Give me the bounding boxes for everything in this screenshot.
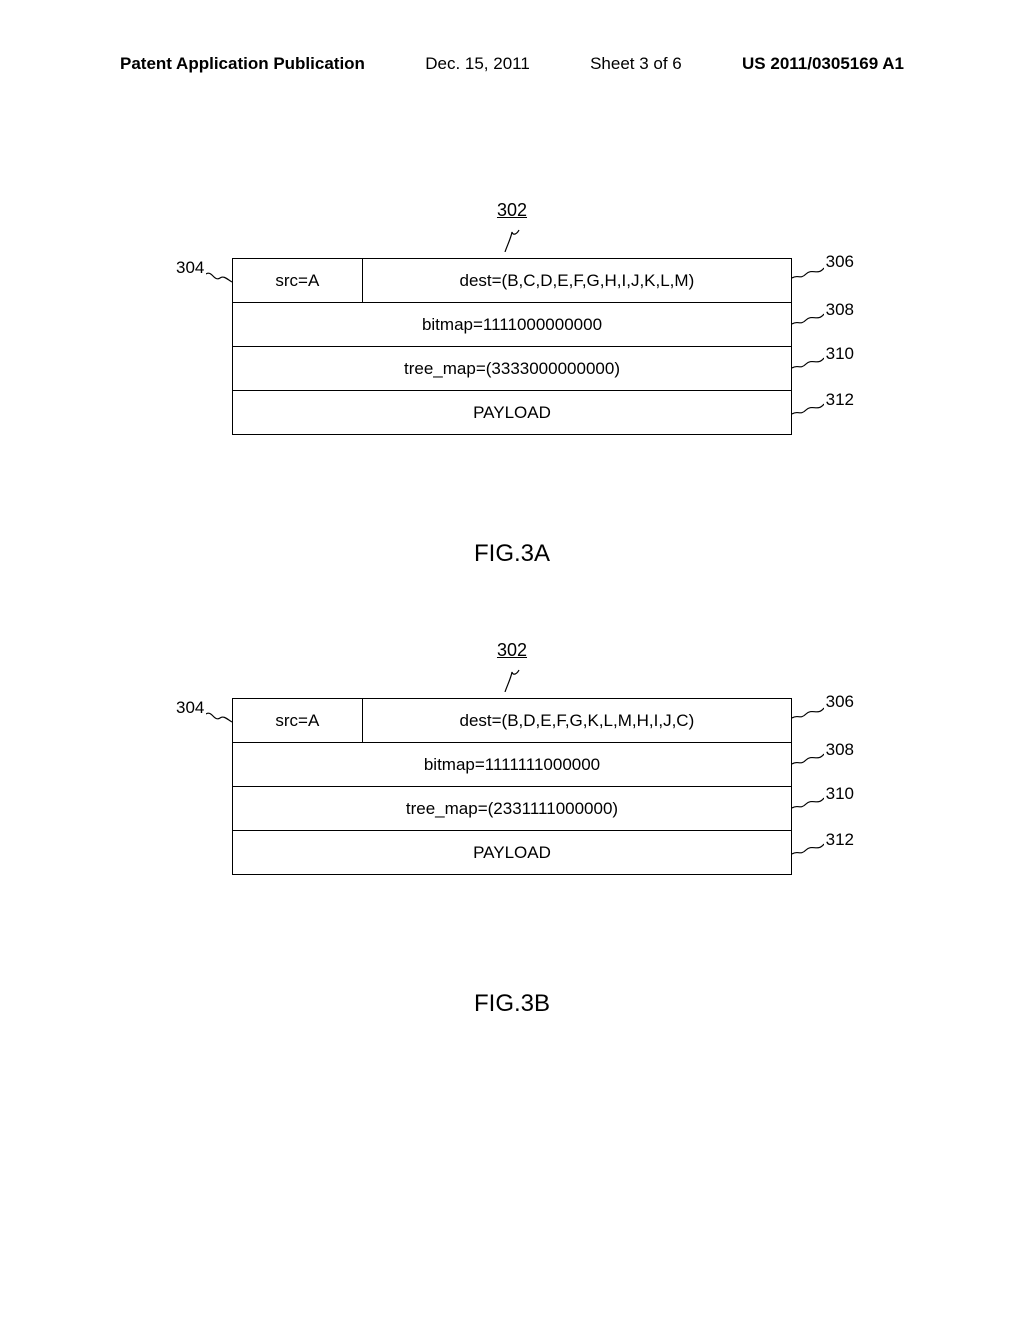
ref-310-label: 310 xyxy=(826,784,854,804)
figure-caption-3a: FIG.3A xyxy=(0,540,1024,568)
lead-squiggle-icon xyxy=(792,840,824,858)
payload-cell: PAYLOAD xyxy=(233,831,792,875)
table-row: src=A dest=(B,C,D,E,F,G,H,I,J,K,L,M) xyxy=(233,259,792,303)
sheet-number: Sheet 3 of 6 xyxy=(590,54,682,74)
payload-cell: PAYLOAD xyxy=(233,391,792,435)
lead-squiggle-icon xyxy=(792,264,824,282)
ref-304-label: 304 xyxy=(176,258,204,278)
figure-caption-3b: FIG.3B xyxy=(0,990,1024,1018)
lead-squiggle-icon xyxy=(206,268,232,286)
lead-squiggle-icon xyxy=(792,400,824,418)
ref-312-label: 312 xyxy=(826,390,854,410)
ref-308-label: 308 xyxy=(826,740,854,760)
ref-306-label: 306 xyxy=(826,692,854,712)
ref-302-label: 302 xyxy=(497,640,527,661)
ref-308-label: 308 xyxy=(826,300,854,320)
lead-squiggle-icon xyxy=(792,794,824,812)
table-row: src=A dest=(B,D,E,F,G,K,L,M,H,I,J,C) xyxy=(233,699,792,743)
treemap-cell: tree_map=(3333000000000) xyxy=(233,347,792,391)
ref-310-label: 310 xyxy=(826,344,854,364)
lead-squiggle-icon xyxy=(792,750,824,768)
treemap-cell: tree_map=(2331111000000) xyxy=(233,787,792,831)
packet-table-a: src=A dest=(B,C,D,E,F,G,H,I,J,K,L,M) bit… xyxy=(232,258,792,435)
table-row: tree_map=(2331111000000) xyxy=(233,787,792,831)
lead-squiggle-icon xyxy=(792,310,824,328)
dest-cell: dest=(B,D,E,F,G,K,L,M,H,I,J,C) xyxy=(362,699,791,743)
publication-label: Patent Application Publication xyxy=(120,54,365,74)
table-row: PAYLOAD xyxy=(233,391,792,435)
packet-table-b: src=A dest=(B,D,E,F,G,K,L,M,H,I,J,C) bit… xyxy=(232,698,792,875)
ref-302-label: 302 xyxy=(497,200,527,221)
lead-squiggle-icon xyxy=(206,708,232,726)
table-row: bitmap=1111000000000 xyxy=(233,303,792,347)
bitmap-cell: bitmap=1111000000000 xyxy=(233,303,792,347)
table-row: PAYLOAD xyxy=(233,831,792,875)
page-header: Patent Application Publication Dec. 15, … xyxy=(0,54,1024,74)
ref-304-label: 304 xyxy=(176,698,204,718)
dest-cell: dest=(B,C,D,E,F,G,H,I,J,K,L,M) xyxy=(362,259,791,303)
lead-line-302-icon xyxy=(497,664,527,692)
lead-squiggle-icon xyxy=(792,354,824,372)
table-row: tree_map=(3333000000000) xyxy=(233,347,792,391)
src-cell: src=A xyxy=(233,259,363,303)
bitmap-cell: bitmap=1111111000000 xyxy=(233,743,792,787)
src-cell: src=A xyxy=(233,699,363,743)
table-row: bitmap=1111111000000 xyxy=(233,743,792,787)
lead-squiggle-icon xyxy=(792,704,824,722)
lead-line-302-icon xyxy=(497,224,527,252)
publication-number: US 2011/0305169 A1 xyxy=(742,54,904,74)
publication-date: Dec. 15, 2011 xyxy=(425,54,530,74)
ref-312-label: 312 xyxy=(826,830,854,850)
ref-306-label: 306 xyxy=(826,252,854,272)
